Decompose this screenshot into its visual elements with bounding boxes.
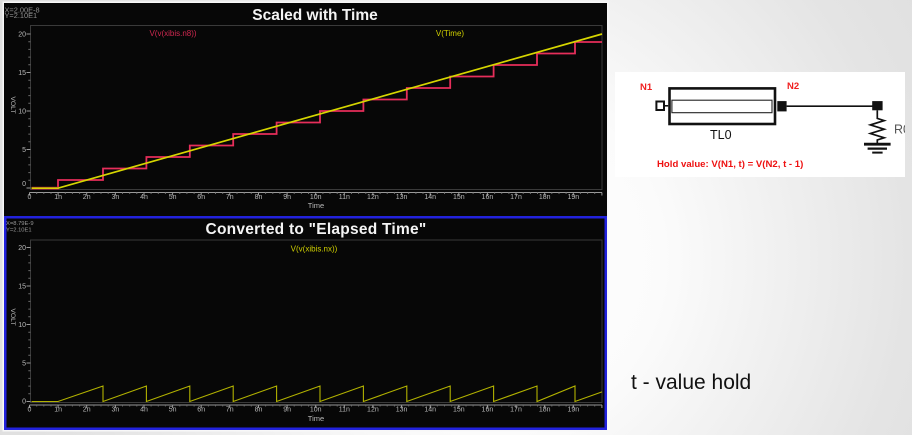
svg-text:3n: 3n: [112, 407, 120, 414]
svg-text:0: 0: [22, 399, 26, 406]
svg-text:Time: Time: [308, 414, 324, 423]
svg-text:16n: 16n: [482, 407, 494, 414]
svg-text:X=8.79E-9: X=8.79E-9: [6, 221, 34, 227]
svg-text:10n: 10n: [310, 194, 322, 201]
svg-text:11n: 11n: [339, 407, 350, 414]
svg-text:10: 10: [18, 322, 26, 329]
svg-text:8n: 8n: [255, 407, 263, 414]
svg-text:Converted to "Elapsed Time": Converted to "Elapsed Time": [206, 221, 427, 238]
svg-text:15: 15: [18, 70, 26, 77]
svg-text:5n: 5n: [169, 407, 177, 414]
svg-text:1n: 1n: [54, 194, 62, 201]
svg-text:7n: 7n: [226, 194, 234, 201]
svg-text:5: 5: [22, 147, 26, 154]
svg-text:V(v(xibis.n8)): V(v(xibis.n8)): [149, 29, 196, 38]
svg-text:10: 10: [18, 109, 26, 116]
svg-text:15: 15: [18, 284, 26, 291]
svg-text:6n: 6n: [197, 407, 205, 414]
svg-text:10n: 10n: [310, 407, 322, 414]
svg-text:0: 0: [28, 194, 32, 201]
svg-text:7n: 7n: [226, 407, 234, 414]
svg-text:9n: 9n: [283, 194, 291, 201]
svg-text:N1: N1: [640, 82, 653, 93]
svg-text:V(v(xibis.nx)): V(v(xibis.nx)): [291, 244, 338, 253]
svg-text:9n: 9n: [283, 407, 291, 414]
svg-text:17n: 17n: [510, 194, 522, 201]
svg-text:Scaled with Time: Scaled with Time: [252, 7, 378, 24]
svg-text:19n: 19n: [567, 407, 579, 414]
svg-text:4n: 4n: [140, 407, 148, 414]
svg-text:15n: 15n: [453, 407, 465, 414]
svg-text:X=2.00E-8: X=2.00E-8: [5, 5, 40, 14]
svg-text:20: 20: [18, 245, 26, 252]
svg-text:18n: 18n: [539, 407, 551, 414]
svg-text:5n: 5n: [169, 194, 177, 201]
svg-text:VOLT: VOLT: [9, 96, 16, 113]
svg-text:V(Time): V(Time): [436, 29, 464, 38]
svg-text:VOLT: VOLT: [9, 308, 16, 325]
svg-text:Y=2.10E1: Y=2.10E1: [5, 11, 38, 20]
svg-text:5: 5: [22, 361, 26, 368]
svg-text:18n: 18n: [539, 194, 551, 201]
svg-text:17n: 17n: [510, 407, 522, 414]
svg-text:16n: 16n: [482, 194, 494, 201]
svg-text:19n: 19n: [567, 194, 579, 201]
svg-text:Hold value: V(N1, t) = V(N2, t: Hold value: V(N1, t) = V(N2, t - 1): [657, 159, 803, 170]
svg-text:4n: 4n: [140, 194, 148, 201]
svg-text:0: 0: [22, 181, 26, 188]
svg-text:13n: 13n: [396, 407, 408, 414]
svg-text:Time: Time: [308, 201, 324, 210]
svg-text:Y=2.10E1: Y=2.10E1: [6, 228, 32, 234]
svg-text:TL0: TL0: [710, 128, 732, 142]
svg-text:1n: 1n: [54, 407, 62, 414]
svg-text:N2: N2: [787, 81, 799, 92]
svg-text:6n: 6n: [197, 194, 205, 201]
svg-text:8n: 8n: [255, 194, 263, 201]
svg-text:R0: R0: [894, 123, 905, 137]
svg-text:14n: 14n: [424, 194, 436, 201]
svg-text:13n: 13n: [396, 194, 408, 201]
svg-text:11n: 11n: [339, 194, 350, 201]
svg-text:2n: 2n: [83, 407, 91, 414]
svg-text:0: 0: [28, 407, 32, 414]
svg-text:20: 20: [18, 32, 26, 39]
svg-text:14n: 14n: [424, 407, 436, 414]
svg-text:3n: 3n: [112, 194, 120, 201]
svg-text:15n: 15n: [453, 194, 465, 201]
svg-text:2n: 2n: [83, 194, 91, 201]
svg-text:12n: 12n: [367, 407, 379, 414]
svg-text:12n: 12n: [367, 194, 379, 201]
